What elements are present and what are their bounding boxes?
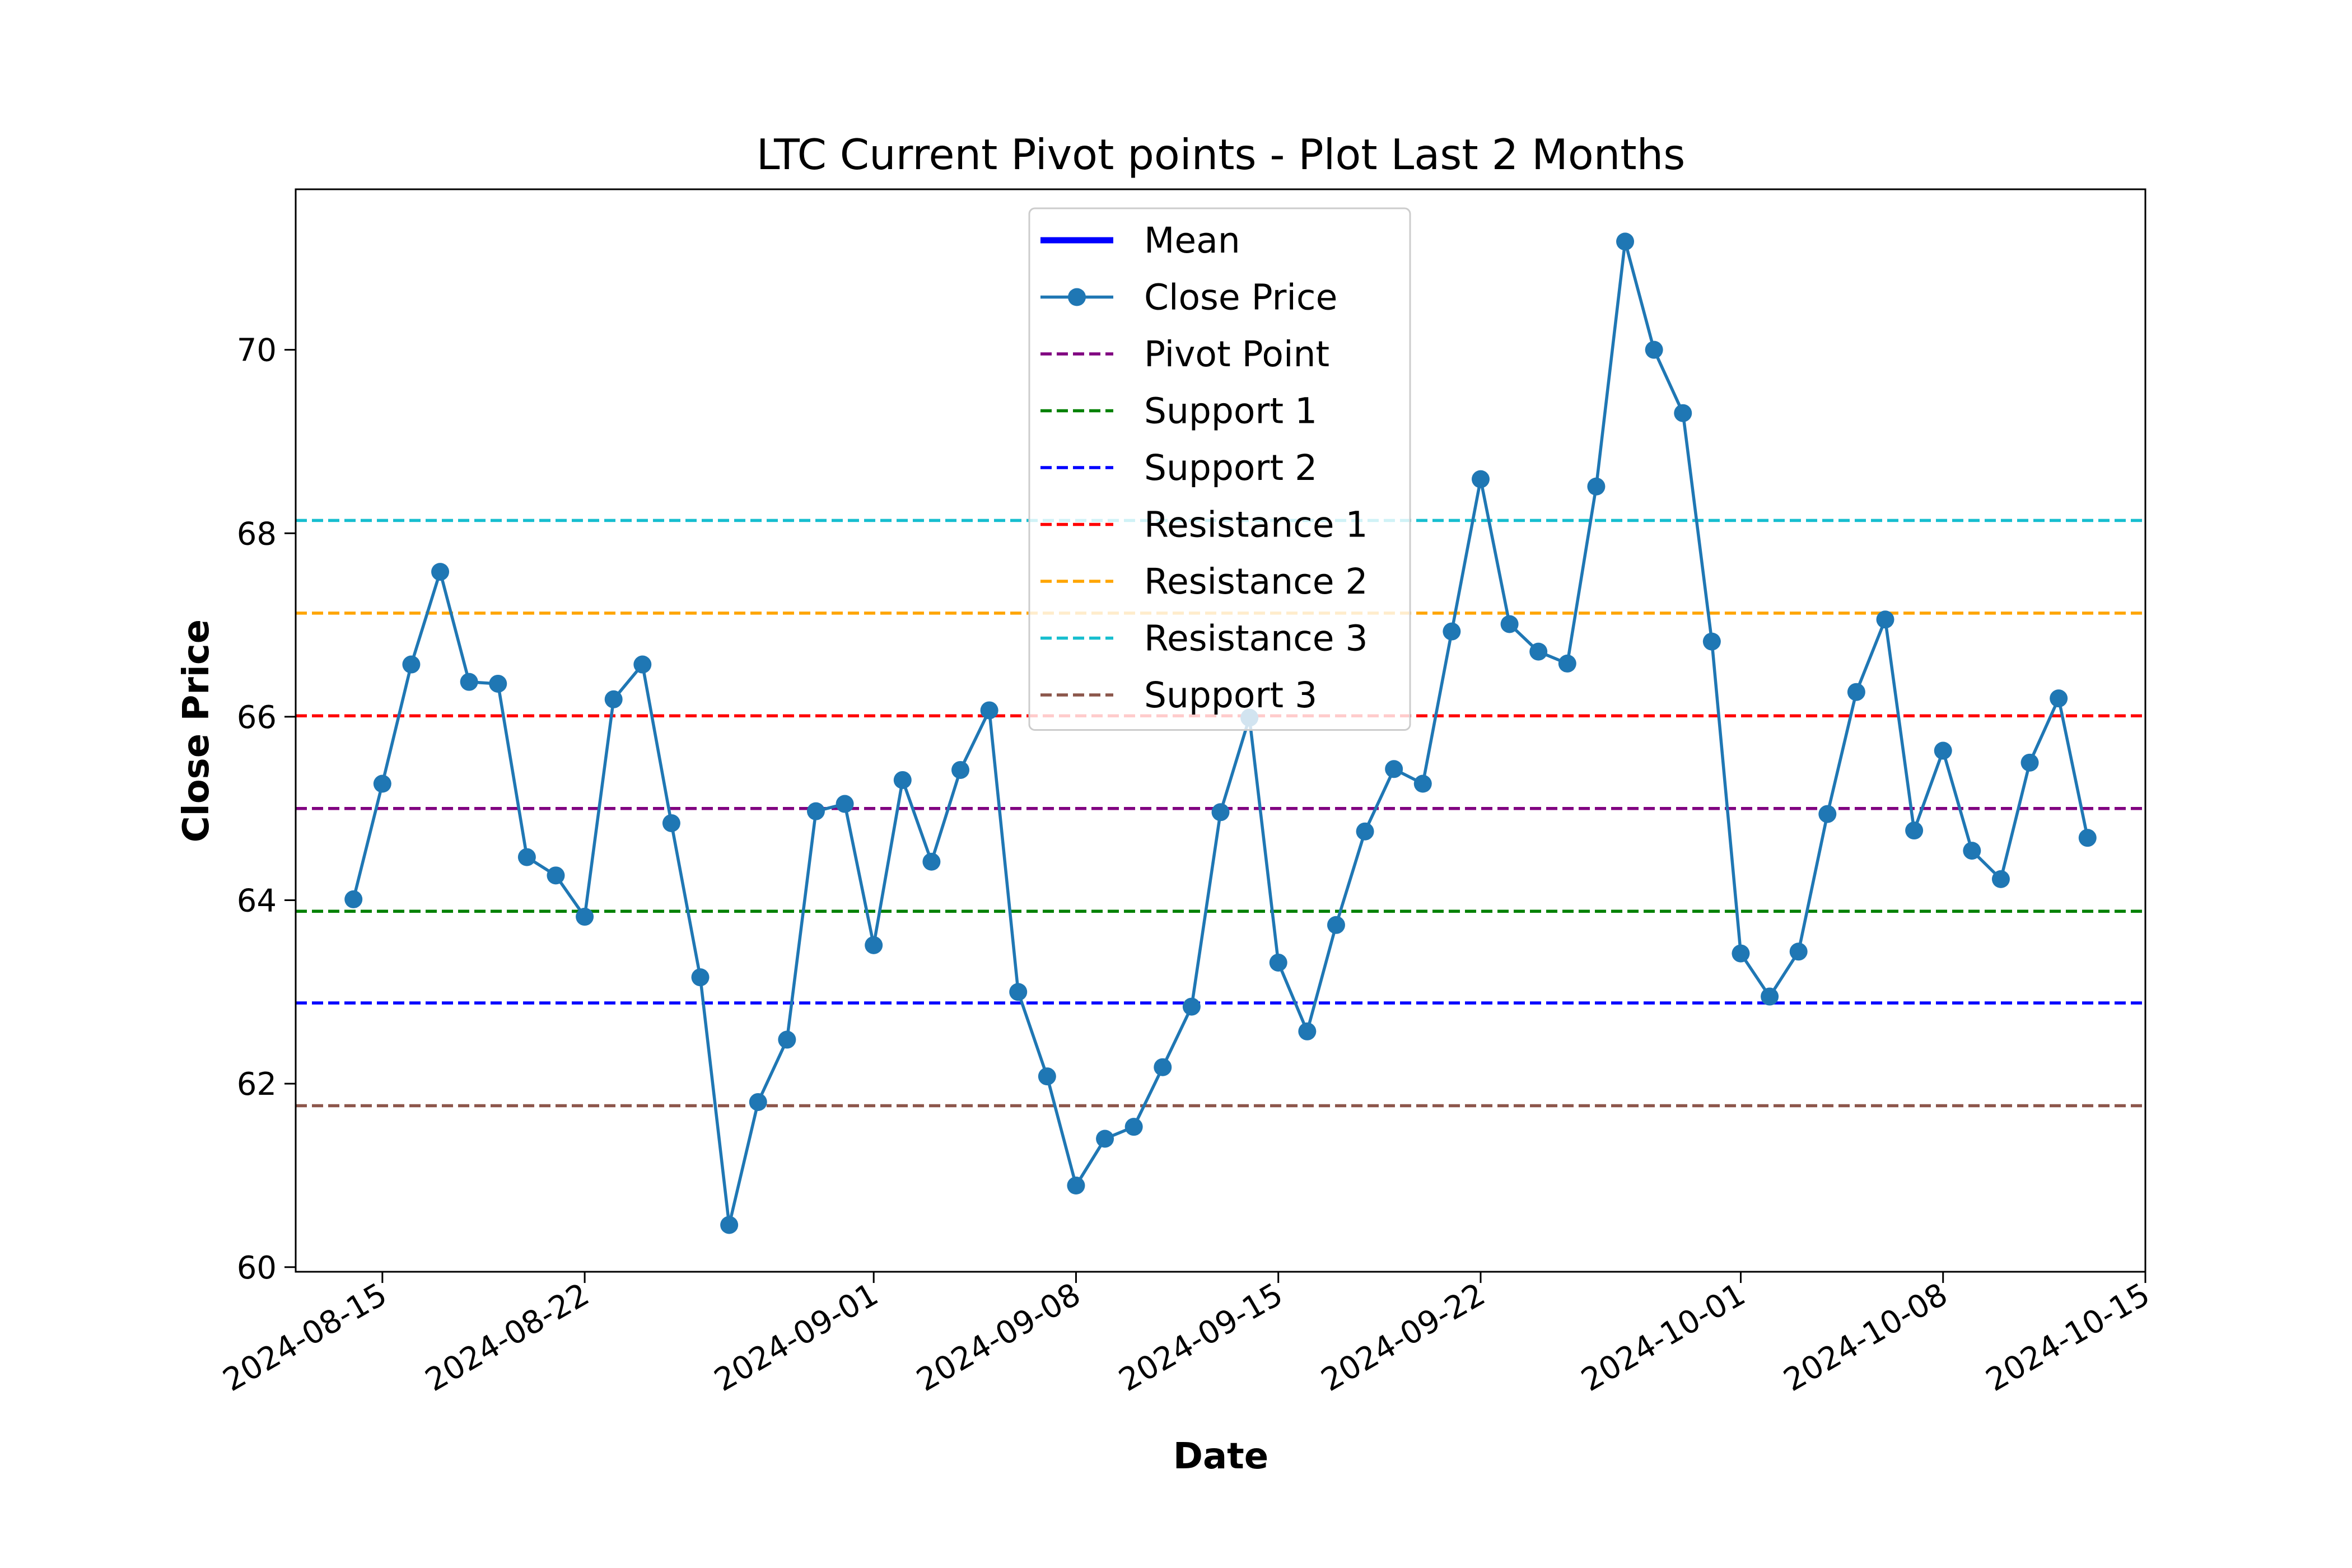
close-price-point xyxy=(2050,689,2068,708)
close-price-point xyxy=(662,814,680,832)
close-price-point xyxy=(373,774,391,793)
legend-label-resistance-2: Resistance 2 xyxy=(1144,561,1368,602)
legend-label-resistance-3: Resistance 3 xyxy=(1144,618,1368,659)
close-price-point xyxy=(1587,477,1606,496)
close-price-point xyxy=(1818,805,1837,823)
close-price-point xyxy=(1905,822,1924,840)
legend: Mean Close Price Pivot Point Support 1 Suppo… xyxy=(1028,207,1411,731)
close-price-point xyxy=(1182,997,1201,1016)
close-price-point xyxy=(1558,654,1576,673)
close-price-point xyxy=(893,771,912,789)
close-price-point xyxy=(922,852,941,871)
y-tick-label: 66 xyxy=(237,699,277,736)
close-price-point xyxy=(951,760,970,779)
close-price-point xyxy=(778,1030,796,1049)
y-axis-label: Close Price xyxy=(176,619,217,842)
close-price-point xyxy=(2078,829,2097,847)
close-price-point xyxy=(1674,404,1692,422)
legend-label-support-1: Support 1 xyxy=(1144,391,1317,432)
close-price-point xyxy=(1211,803,1230,822)
legend-label-close-price: Close Price xyxy=(1144,277,1337,318)
y-tick-label: 64 xyxy=(237,883,277,920)
legend-label-pivot-point: Pivot Point xyxy=(1144,334,1329,375)
y-tick-label: 70 xyxy=(237,333,277,369)
chart-title: LTC Current Pivot points - Plot Last 2 M… xyxy=(757,130,1686,179)
close-price-point xyxy=(1009,983,1028,1001)
close-price-point xyxy=(1761,987,1779,1006)
close-price-point xyxy=(720,1216,739,1234)
close-price-point xyxy=(1645,340,1663,359)
close-price-point xyxy=(2020,753,2039,772)
close-price-point xyxy=(402,655,421,674)
legend-label-mean: Mean xyxy=(1144,220,1240,261)
close-price-point xyxy=(1096,1130,1114,1148)
close-price-point xyxy=(1500,615,1519,633)
close-price-point xyxy=(489,674,507,693)
close-price-point xyxy=(1385,760,1403,778)
close-price-point xyxy=(1702,632,1721,651)
close-price-point xyxy=(749,1093,767,1111)
close-price-point xyxy=(1038,1067,1056,1086)
close-price-point xyxy=(1847,683,1865,701)
close-price-point xyxy=(1934,741,1952,760)
series-layer xyxy=(344,232,2097,1234)
close-price-point xyxy=(1269,953,1287,972)
close-price-point xyxy=(1154,1058,1172,1076)
close-price-point xyxy=(1067,1177,1085,1195)
close-price-point xyxy=(1876,610,1894,629)
close-price-point xyxy=(460,673,478,691)
close-price-point xyxy=(1124,1118,1143,1136)
close-price-point xyxy=(1413,774,1432,793)
close-price-point xyxy=(1789,942,1808,961)
legend-label-resistance-1: Resistance 1 xyxy=(1144,505,1368,545)
close-price-point xyxy=(344,890,363,908)
close-price-point xyxy=(547,866,565,885)
legend-label-support-2: Support 2 xyxy=(1144,447,1317,488)
legend-marker-close-price xyxy=(1068,288,1086,306)
close-price-point xyxy=(431,563,450,581)
close-price-point xyxy=(1963,842,1981,860)
close-price-point xyxy=(865,936,883,954)
close-price-point xyxy=(836,795,854,813)
close-price-point xyxy=(1298,1022,1317,1040)
close-price-point xyxy=(1529,642,1548,661)
close-price-point xyxy=(1732,944,1750,963)
close-price-point xyxy=(806,802,825,820)
y-tick-label: 68 xyxy=(237,516,277,552)
close-price-point xyxy=(1616,232,1635,251)
close-price-point xyxy=(1327,916,1345,934)
legend-box xyxy=(1028,207,1411,731)
close-price-point xyxy=(1991,870,2010,888)
legend-label-support-3: Support 3 xyxy=(1144,675,1317,716)
y-axis: 60 62 64 66 68 70 xyxy=(237,333,296,1286)
close-price-point xyxy=(1356,822,1374,841)
y-tick-label: 62 xyxy=(237,1066,277,1103)
close-price-point xyxy=(1471,470,1490,488)
close-price-point xyxy=(604,690,623,708)
close-price-point xyxy=(980,701,998,720)
close-price-point xyxy=(517,848,536,866)
close-price-point xyxy=(576,908,594,926)
close-price-point xyxy=(691,968,710,987)
plot-frame xyxy=(295,188,2146,1273)
close-price-point xyxy=(1443,622,1461,641)
x-axis-label: Date xyxy=(1173,1436,1268,1477)
y-tick-label: 60 xyxy=(237,1250,277,1286)
close-price-point xyxy=(633,655,652,674)
